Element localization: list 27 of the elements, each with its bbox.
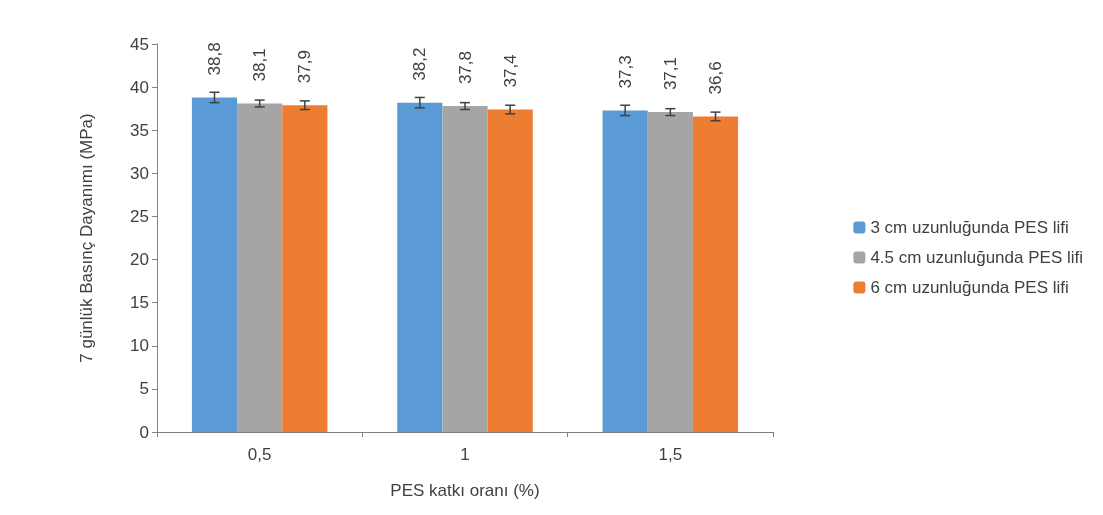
legend-label: 4.5 cm uzunluğunda PES lifi — [870, 248, 1083, 267]
y-tick-label: 45 — [130, 34, 149, 54]
y-tick-label: 40 — [130, 77, 149, 97]
legend-label: 6 cm uzunluğunda PES lifi — [870, 278, 1069, 297]
y-tick-label: 5 — [139, 379, 149, 399]
data-label: 36,6 — [706, 61, 726, 95]
y-tick-label: 20 — [130, 250, 149, 270]
data-label: 37,9 — [295, 50, 315, 84]
y-tick-label: 30 — [130, 163, 149, 183]
y-tick-label: 0 — [139, 422, 149, 442]
legend-label: 3 cm uzunluğunda PES lifi — [870, 218, 1069, 237]
data-label: 37,8 — [455, 50, 475, 85]
data-label: 38,8 — [204, 42, 224, 76]
y-tick-label: 25 — [130, 206, 149, 226]
x-tick-label: 1 — [460, 445, 470, 464]
data-label: 38,1 — [250, 48, 270, 82]
x-tick-label: 1,5 — [658, 445, 683, 464]
x-axis-title: PES katkı oranı (%) — [390, 481, 540, 500]
data-label: 37,3 — [615, 55, 635, 89]
y-tick-label: 15 — [130, 293, 149, 313]
data-label: 37,4 — [500, 54, 520, 88]
y-tick-label: 35 — [130, 120, 149, 140]
y-axis-title: 7 günlük Basınç Dayanımı (MPa) — [77, 113, 96, 363]
y-tick-label: 10 — [130, 336, 149, 356]
x-tick-label: 0,5 — [247, 445, 272, 464]
data-label: 38,2 — [410, 47, 430, 81]
data-label: 37,1 — [660, 57, 680, 91]
